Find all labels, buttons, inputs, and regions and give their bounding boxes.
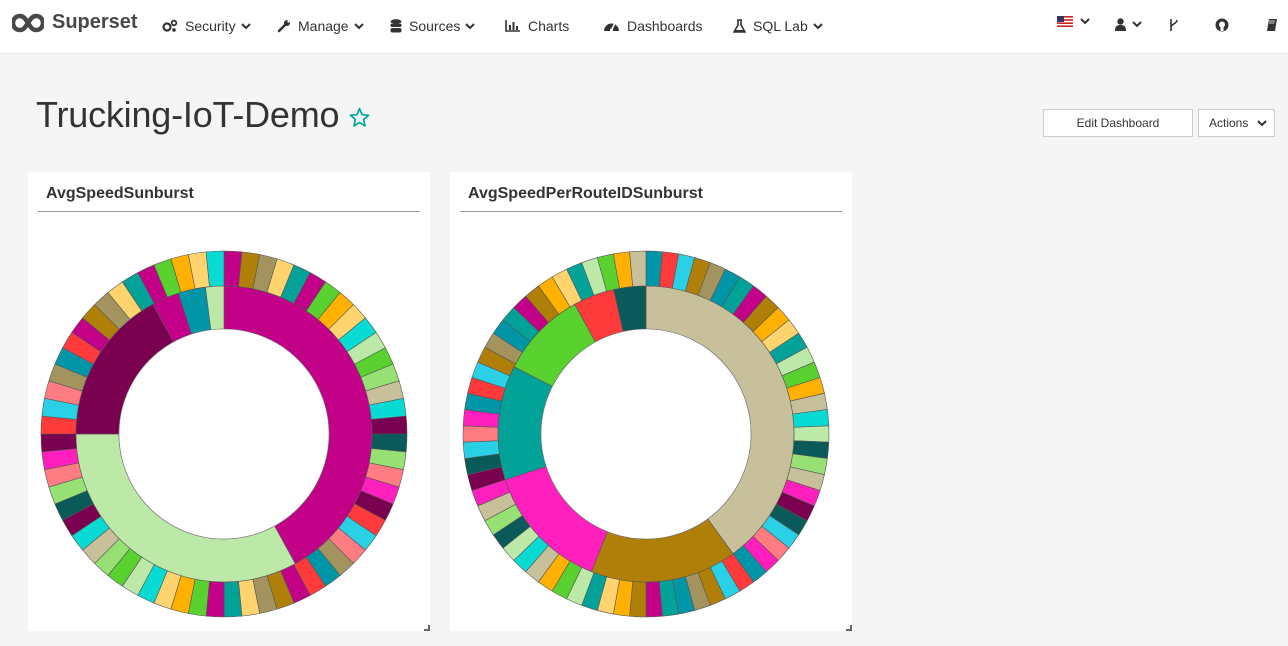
resize-handle[interactable] [424,625,430,631]
git-branch-icon [1170,19,1178,31]
chevron-down-icon [240,22,251,29]
nav-sources-label: Sources [409,18,461,34]
sunburst-center [540,328,752,540]
chevron-down-icon [1080,18,1090,25]
chevron-down-icon [1132,21,1142,28]
chart-title: AvgSpeedSunburst [46,185,194,202]
title-divider [460,211,842,212]
sunburst-chart[interactable] [28,172,430,631]
nav-dashboards-label: Dashboards [627,18,703,34]
actions-label: Actions [1209,116,1249,130]
nav-dashboards[interactable]: Dashboards [603,17,703,35]
github-link[interactable] [1215,18,1229,32]
top-navbar: Superset Security Manage Sources Charts … [0,0,1288,54]
brand-link[interactable]: Superset [12,11,138,34]
chevron-down-icon [813,22,823,29]
nav-charts-label: Charts [528,18,570,34]
chart-panel-avg-speed-per-route: AvgSpeedPerRouteIDSunburst [450,172,852,631]
cogs-icon [162,19,178,32]
sunburst-outer-segment[interactable] [793,425,830,443]
sunburst-outer-segment[interactable] [370,415,408,435]
docs-link[interactable] [1266,18,1278,32]
book-icon [1267,19,1277,31]
database-icon [390,19,402,33]
dashboard-title: Trucking-IoT-Demo [36,94,340,135]
github-icon [1215,18,1229,32]
nav-security-label: Security [185,18,236,34]
chevron-down-icon [465,22,476,29]
sunburst-chart[interactable] [450,172,852,631]
title-divider [38,211,420,212]
bar-chart-icon [505,20,520,32]
chevron-down-icon [353,22,364,29]
sunburst-outer-segment[interactable] [223,580,243,618]
nav-charts[interactable]: Charts [505,17,569,35]
nav-security[interactable]: Security [162,17,258,35]
actions-dropdown[interactable]: Actions [1198,109,1275,137]
sunburst-outer-segment[interactable] [40,433,78,453]
superset-logo-icon [12,13,44,32]
sunburst-outer-segment[interactable] [462,425,499,443]
nav-sources[interactable]: Sources [390,17,482,35]
user-menu[interactable] [1115,18,1142,31]
dashboard-icon [604,23,619,31]
chart-panel-avg-speed: AvgSpeedSunburst [28,172,430,631]
sunburst-outer-segment[interactable] [629,250,647,287]
sunburst-outer-segment[interactable] [645,581,663,618]
chevron-down-icon [1257,119,1268,126]
nav-sql-lab[interactable]: SQL Lab [733,17,830,35]
edit-dashboard-button[interactable]: Edit Dashboard [1043,109,1193,137]
sunburst-center [118,328,330,540]
brand-name: Superset [52,11,138,33]
nav-manage-label: Manage [298,18,349,34]
user-icon [1115,18,1126,31]
nav-sql-lab-label: SQL Lab [753,18,808,34]
chart-title: AvgSpeedPerRouteIDSunburst [468,185,703,202]
flask-icon [733,19,746,33]
version-link[interactable] [1169,18,1179,32]
wrench-icon [277,20,290,33]
language-menu[interactable] [1057,16,1090,27]
sunburst-outer-segment[interactable] [205,250,225,288]
favorite-star-icon[interactable] [349,107,370,128]
nav-manage[interactable]: Manage [277,17,371,35]
us-flag-icon [1057,16,1073,27]
resize-handle[interactable] [846,625,852,631]
